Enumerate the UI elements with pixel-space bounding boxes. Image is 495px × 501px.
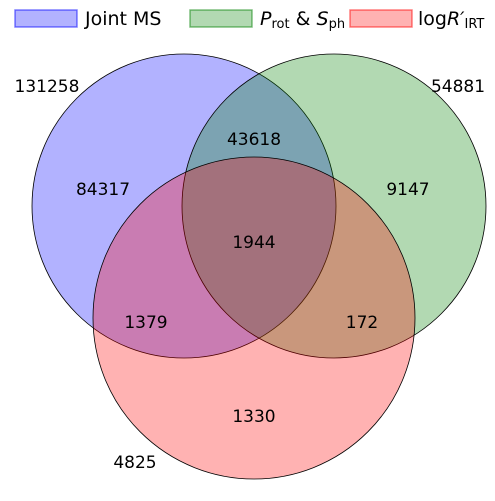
set-total: 54881	[431, 77, 485, 97]
legend-label-part: P	[260, 8, 272, 30]
legend-label-part: Joint MS	[84, 8, 162, 30]
set-circle	[92, 156, 416, 480]
legend-label-part: S	[317, 8, 329, 30]
set-circle	[31, 53, 337, 359]
legend-label-part: rot	[271, 17, 289, 32]
set-circle	[181, 53, 487, 359]
legend-label: Prot & Sph	[260, 8, 345, 32]
region-value: 1379	[124, 313, 167, 333]
legend-label-part: IRT	[464, 17, 484, 32]
legend-label-part: log	[418, 8, 447, 30]
set-total: 131258	[15, 77, 80, 97]
set-total: 4825	[113, 453, 156, 473]
region-value: 9147	[386, 180, 429, 200]
legend-swatch	[349, 9, 413, 28]
legend-swatch	[14, 9, 78, 28]
legend-label: logR′IRT	[418, 8, 484, 32]
legend-label-part: R′	[447, 8, 465, 30]
region-value: 172	[346, 313, 378, 333]
region-value: 1330	[232, 407, 275, 427]
legend-label-part: &	[290, 8, 317, 30]
region-value: 1944	[232, 233, 275, 253]
legend-label: Joint MS	[84, 8, 162, 30]
legend-swatch	[189, 9, 253, 28]
region-value: 84317	[76, 180, 130, 200]
legend-label-part: ph	[329, 17, 346, 32]
region-value: 43618	[227, 130, 281, 150]
